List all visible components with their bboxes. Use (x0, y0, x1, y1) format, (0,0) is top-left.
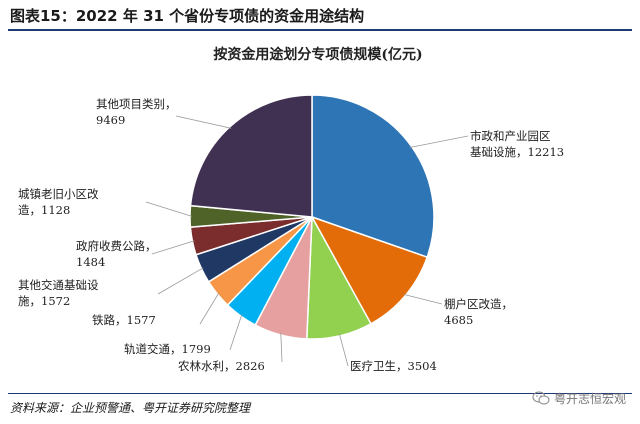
leader-line (157, 267, 204, 295)
pie-chart: 按资金用途划分专项债规模(亿元) 市政和产业园区基础设施，12213 棚户区改造，… (18, 46, 564, 373)
slice-label: 城镇老旧小区改造，1128 (18, 187, 99, 217)
leader-line (145, 201, 193, 217)
pie-slice (311, 94, 435, 259)
leader-line (280, 332, 283, 363)
watermark-text: 粤开志恒宏观 (553, 391, 626, 406)
pie-slice (189, 94, 313, 218)
leader-line (199, 292, 220, 325)
slice-label: 棚户区改造， 4685 (444, 297, 513, 327)
leader-line (151, 240, 195, 255)
slice-label: 医疗卫生，3504 (350, 359, 437, 373)
slice-label: 政府收费公路， 1484 (76, 239, 157, 269)
chart-title: 按资金用途划分专项债规模(亿元) (213, 46, 422, 63)
leader-line (229, 314, 243, 351)
header-divider (8, 29, 632, 31)
footer-divider (8, 393, 632, 394)
leader-line (403, 294, 443, 305)
slice-label: 农林水利，2826 (178, 359, 265, 373)
wechat-icon (532, 391, 550, 405)
slice-label: 轨道交通，1799 (124, 342, 211, 356)
slice-label: 铁路，1577 (92, 313, 156, 327)
slice-labels: 市政和产业园区基础设施，12213 棚户区改造， 4685 医疗卫生，3504 农林水利… (18, 97, 564, 373)
leader-line (175, 115, 232, 129)
leader-lines (145, 115, 469, 367)
leader-line (409, 135, 469, 148)
watermark: 粤开志恒宏观 (532, 388, 626, 408)
slice-label: 其他项目类别， 9469 (96, 97, 177, 127)
figure-header: 图表15：2022 年 31 个省份专项债的资金用途结构 (0, 0, 640, 31)
leader-line (339, 333, 349, 367)
figure-title: 图表15：2022 年 31 个省份专项债的资金用途结构 (10, 7, 365, 25)
pie-slices (189, 94, 435, 340)
slice-label: 市政和产业园区基础设施，12213 (470, 129, 564, 159)
source-note: 资料来源：企业预警通、粤开证券研究院整理 (10, 401, 251, 415)
pie-slice (310, 215, 429, 325)
slice-label: 其他交通基础设施，1572 (18, 278, 99, 308)
